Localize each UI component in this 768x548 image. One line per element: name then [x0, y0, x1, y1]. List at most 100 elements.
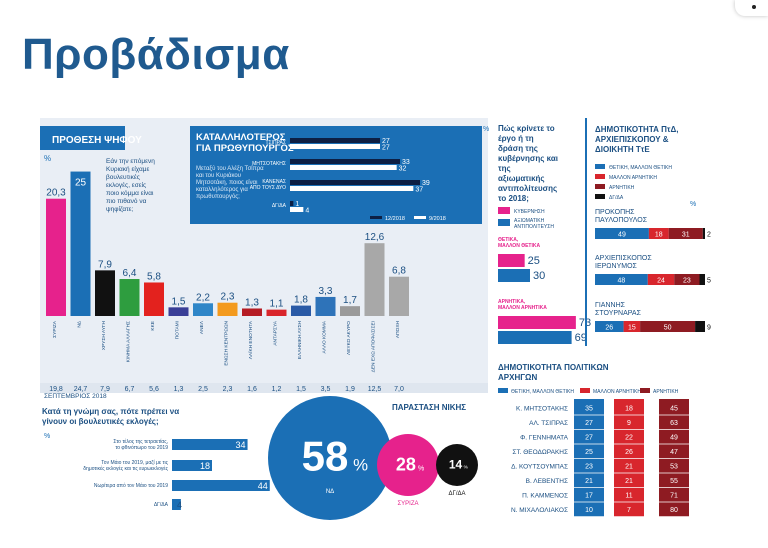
pm-value-old: 37: [415, 187, 423, 194]
popularity-segment: [595, 321, 624, 332]
popularity-value: 31: [682, 232, 690, 239]
popularity-legend-swatch: [595, 164, 605, 169]
vote-category-label: ΠΟΤΑΜΙ: [175, 321, 181, 339]
vote-category-label: ΝΔ: [77, 320, 83, 327]
vote-value-label: 1,1: [270, 299, 284, 310]
eval-legend-gov: ΚΥΒΕΡΝΗΣΗ: [514, 209, 545, 215]
vote-category-label: ΑΝΕΛ: [199, 320, 205, 334]
leaders-legend-swatch: [640, 388, 650, 393]
september-label: ΣΕΠΤΕΜΒΡΙΟΣ 2018: [44, 393, 107, 400]
popularity-segment: [668, 228, 703, 239]
popularity-value: 18: [655, 232, 663, 239]
leaders-title: ΔΗΜΟΤΙΚΟΤΗΤΑ ΠΟΛΙΤΙΚΩΝ ΑΡΧΗΓΩΝ: [498, 363, 609, 382]
vote-title-box: [40, 126, 125, 150]
september-value: 7,9: [100, 386, 110, 393]
september-value: 19,8: [49, 386, 63, 393]
popularity-title: ΔΗΜΟΤΙΚΟΤΗΤΑ ΠτΔ, ΑΡΧΙΕΠΙΣΚΟΠΟΥ & ΔΙΟΙΚΗΤΗ…: [595, 125, 678, 154]
september-value: 2,3: [223, 386, 233, 393]
leader-value: 22: [625, 435, 633, 442]
victory-value: 14: [449, 458, 463, 472]
eval-category-label: ΜΑΛΛΟΝ ΘΕΤΙΚΑ: [498, 243, 540, 249]
leaders-legend-label: ΘΕΤΙΚΗ, ΜΑΛΛΟΝ ΘΕΤΙΚΗ: [511, 389, 574, 395]
popularity-legend-swatch: [595, 194, 605, 199]
election-option-label: το φθινόπωρο του 2019: [115, 444, 168, 451]
popularity-legend-swatch: [595, 184, 605, 189]
pm-title: ΚΑΤΑΛΛΗΛΟΤΕΡΟΣ ΓΙΑ ΠΡΩΘΥΠΟΥΡΓΟΣ: [196, 132, 294, 154]
pm-bar-new: [290, 201, 294, 206]
popularity-value: 24: [657, 278, 665, 285]
eval-legend-opp: ΑΝΤΙΠΟΛΙΤΕΥΣΗ: [514, 224, 554, 230]
leaders-legend: ΘΕΤΙΚΗ, ΜΑΛΛΟΝ ΘΕΤΙΚΗ ΜΑΛΛΟΝ ΑΡΝΗΤΙΚΗ ΑΡΝΗ…: [498, 388, 679, 395]
vote-bar: [193, 303, 213, 316]
leaders-legend-swatch: [498, 388, 508, 393]
popularity-value: 26: [605, 325, 613, 332]
popularity-value: 15: [628, 325, 636, 332]
victory-title: ΠΑΡΑΣΤΑΣΗ ΝΙΚΗΣ: [392, 403, 466, 412]
pm-bar-new: [290, 180, 420, 185]
popularity-name: ΠΑΥΛΟΠΟΥΛΟΣ: [595, 217, 648, 224]
vote-bar: [95, 270, 115, 316]
pm-legend-new-swatch: [370, 216, 382, 219]
popularity-value: 23: [683, 278, 691, 285]
popularity-segment: [595, 228, 649, 239]
leader-value: 63: [670, 420, 678, 427]
vote-value-label: 20,3: [46, 188, 66, 199]
popularity-segment: [623, 321, 641, 332]
victory-pct-sign: %: [418, 463, 425, 472]
leader-name: Π. ΚΑΜΜΕΝΟΣ: [522, 493, 568, 500]
pm-category-label: ΤΣΙΠΡΑΣ: [265, 140, 286, 146]
election-option-label: Τον Μάιο του 2019, μαζί με τις: [101, 459, 168, 466]
leader-value: 49: [670, 435, 678, 442]
popularity-segment: [695, 321, 705, 332]
leader-value: 21: [585, 478, 593, 485]
september-value: 1,2: [272, 386, 282, 393]
vote-bar: [340, 306, 360, 316]
victory-circles: 58 % ΝΔ 28 % ΣΥΡΙΖΑ 14 % ΔΓ/ΔΑ: [268, 396, 478, 520]
pm-category-label: ΜΗΤΣΟΤΑΚΗΣ: [252, 161, 286, 167]
leaders-table: Κ. ΜΗΤΣΟΤΑΚΗΣ 35 18 45 ΑΛ. ΤΣΙΠΡΑΣ 27 9 63 Φ. ΓΕ…: [511, 399, 689, 517]
popularity-legend-label: ΑΡΝΗΤΙΚΗ: [609, 185, 635, 191]
leader-name: Β. ΛΕΒΕΝΤΗΣ: [526, 478, 568, 485]
eval-bar-gov: [498, 254, 525, 267]
leaders-column-bg: [614, 399, 644, 517]
popularity-legend-label: ΘΕΤΙΚΗ, ΜΑΛΛΟΝ ΘΕΤΙΚΗ: [609, 165, 672, 171]
eval-category-label: ΘΕΤΙΚΑ,: [498, 237, 519, 243]
vote-bar: [119, 279, 140, 316]
election-value: 4: [177, 500, 182, 510]
popularity-segment: [674, 274, 700, 285]
vote-bars: 20,3 ΣΥΡΙΖΑ 19,8 25 ΝΔ 24,7 7,9 ΧΡΥΣΗ ΑΥΓΗ 7,9 6,…: [46, 171, 409, 393]
vote-category-label: ΔΕΝ ΕΧΩ ΑΠΟΦΑΣΙΣΕΙ: [371, 321, 377, 372]
pm-bar-old: [290, 186, 414, 191]
leaders-column-bg: [659, 399, 689, 517]
eval-value-gov: 73: [579, 317, 591, 329]
pm-bar-new: [290, 159, 400, 164]
eval-question: Πώς κρίνετε το έργο ή τη δράση της κυβέρνησ…: [498, 124, 558, 203]
vote-value-label: 2,3: [221, 292, 235, 303]
leader-value: 17: [585, 493, 593, 500]
pm-legend-new: 12/2018: [385, 216, 405, 222]
eval-bars: ΚΥΒΕΡΝΗΣΗΑΞΙΩΜΑΤΙΚΗΑΝΤΙΠΟΛΙΤΕΥΣΗΘΕΤΙΚΑ,Μ…: [498, 207, 591, 344]
pm-legend-old-swatch: [414, 216, 426, 219]
popularity-segment: [702, 228, 705, 239]
leader-name: Κ. ΜΗΤΣΟΤΑΚΗΣ: [516, 406, 568, 413]
election-option-label: ΔΓ/ΔΑ: [154, 502, 169, 508]
leaders-legend-label: ΑΡΝΗΤΙΚΗ: [653, 389, 679, 395]
vote-category-label: ΣΥΡΙΖΑ: [52, 320, 58, 338]
vote-value-label: 2,2: [196, 292, 210, 303]
vote-value-label: 1,8: [294, 295, 308, 306]
vote-bar: [70, 171, 91, 316]
infographic: ΠΡΟΘΕΣΗ ΨΗΦΟΥ % Εάν την επόμενη Κυριακή ε…: [40, 118, 740, 548]
september-value: 2,5: [198, 386, 208, 393]
victory-value: 58: [302, 433, 349, 480]
popularity-segment: [595, 274, 648, 285]
eval-bar-opp: [498, 331, 572, 344]
victory-circle: [268, 396, 392, 520]
election-value: 18: [200, 461, 210, 471]
pm-question: Μεταξύ του Αλέξη Τσίπρα και του Κυριάκου Μ…: [196, 165, 264, 200]
popularity-segment: [699, 274, 705, 285]
popularity-segment: [647, 274, 675, 285]
leader-value: 71: [670, 493, 678, 500]
leader-name: Ν. ΜΙΧΑΛΟΛΙΑΚΟΣ: [511, 507, 568, 514]
corner-tab: [735, 0, 768, 16]
